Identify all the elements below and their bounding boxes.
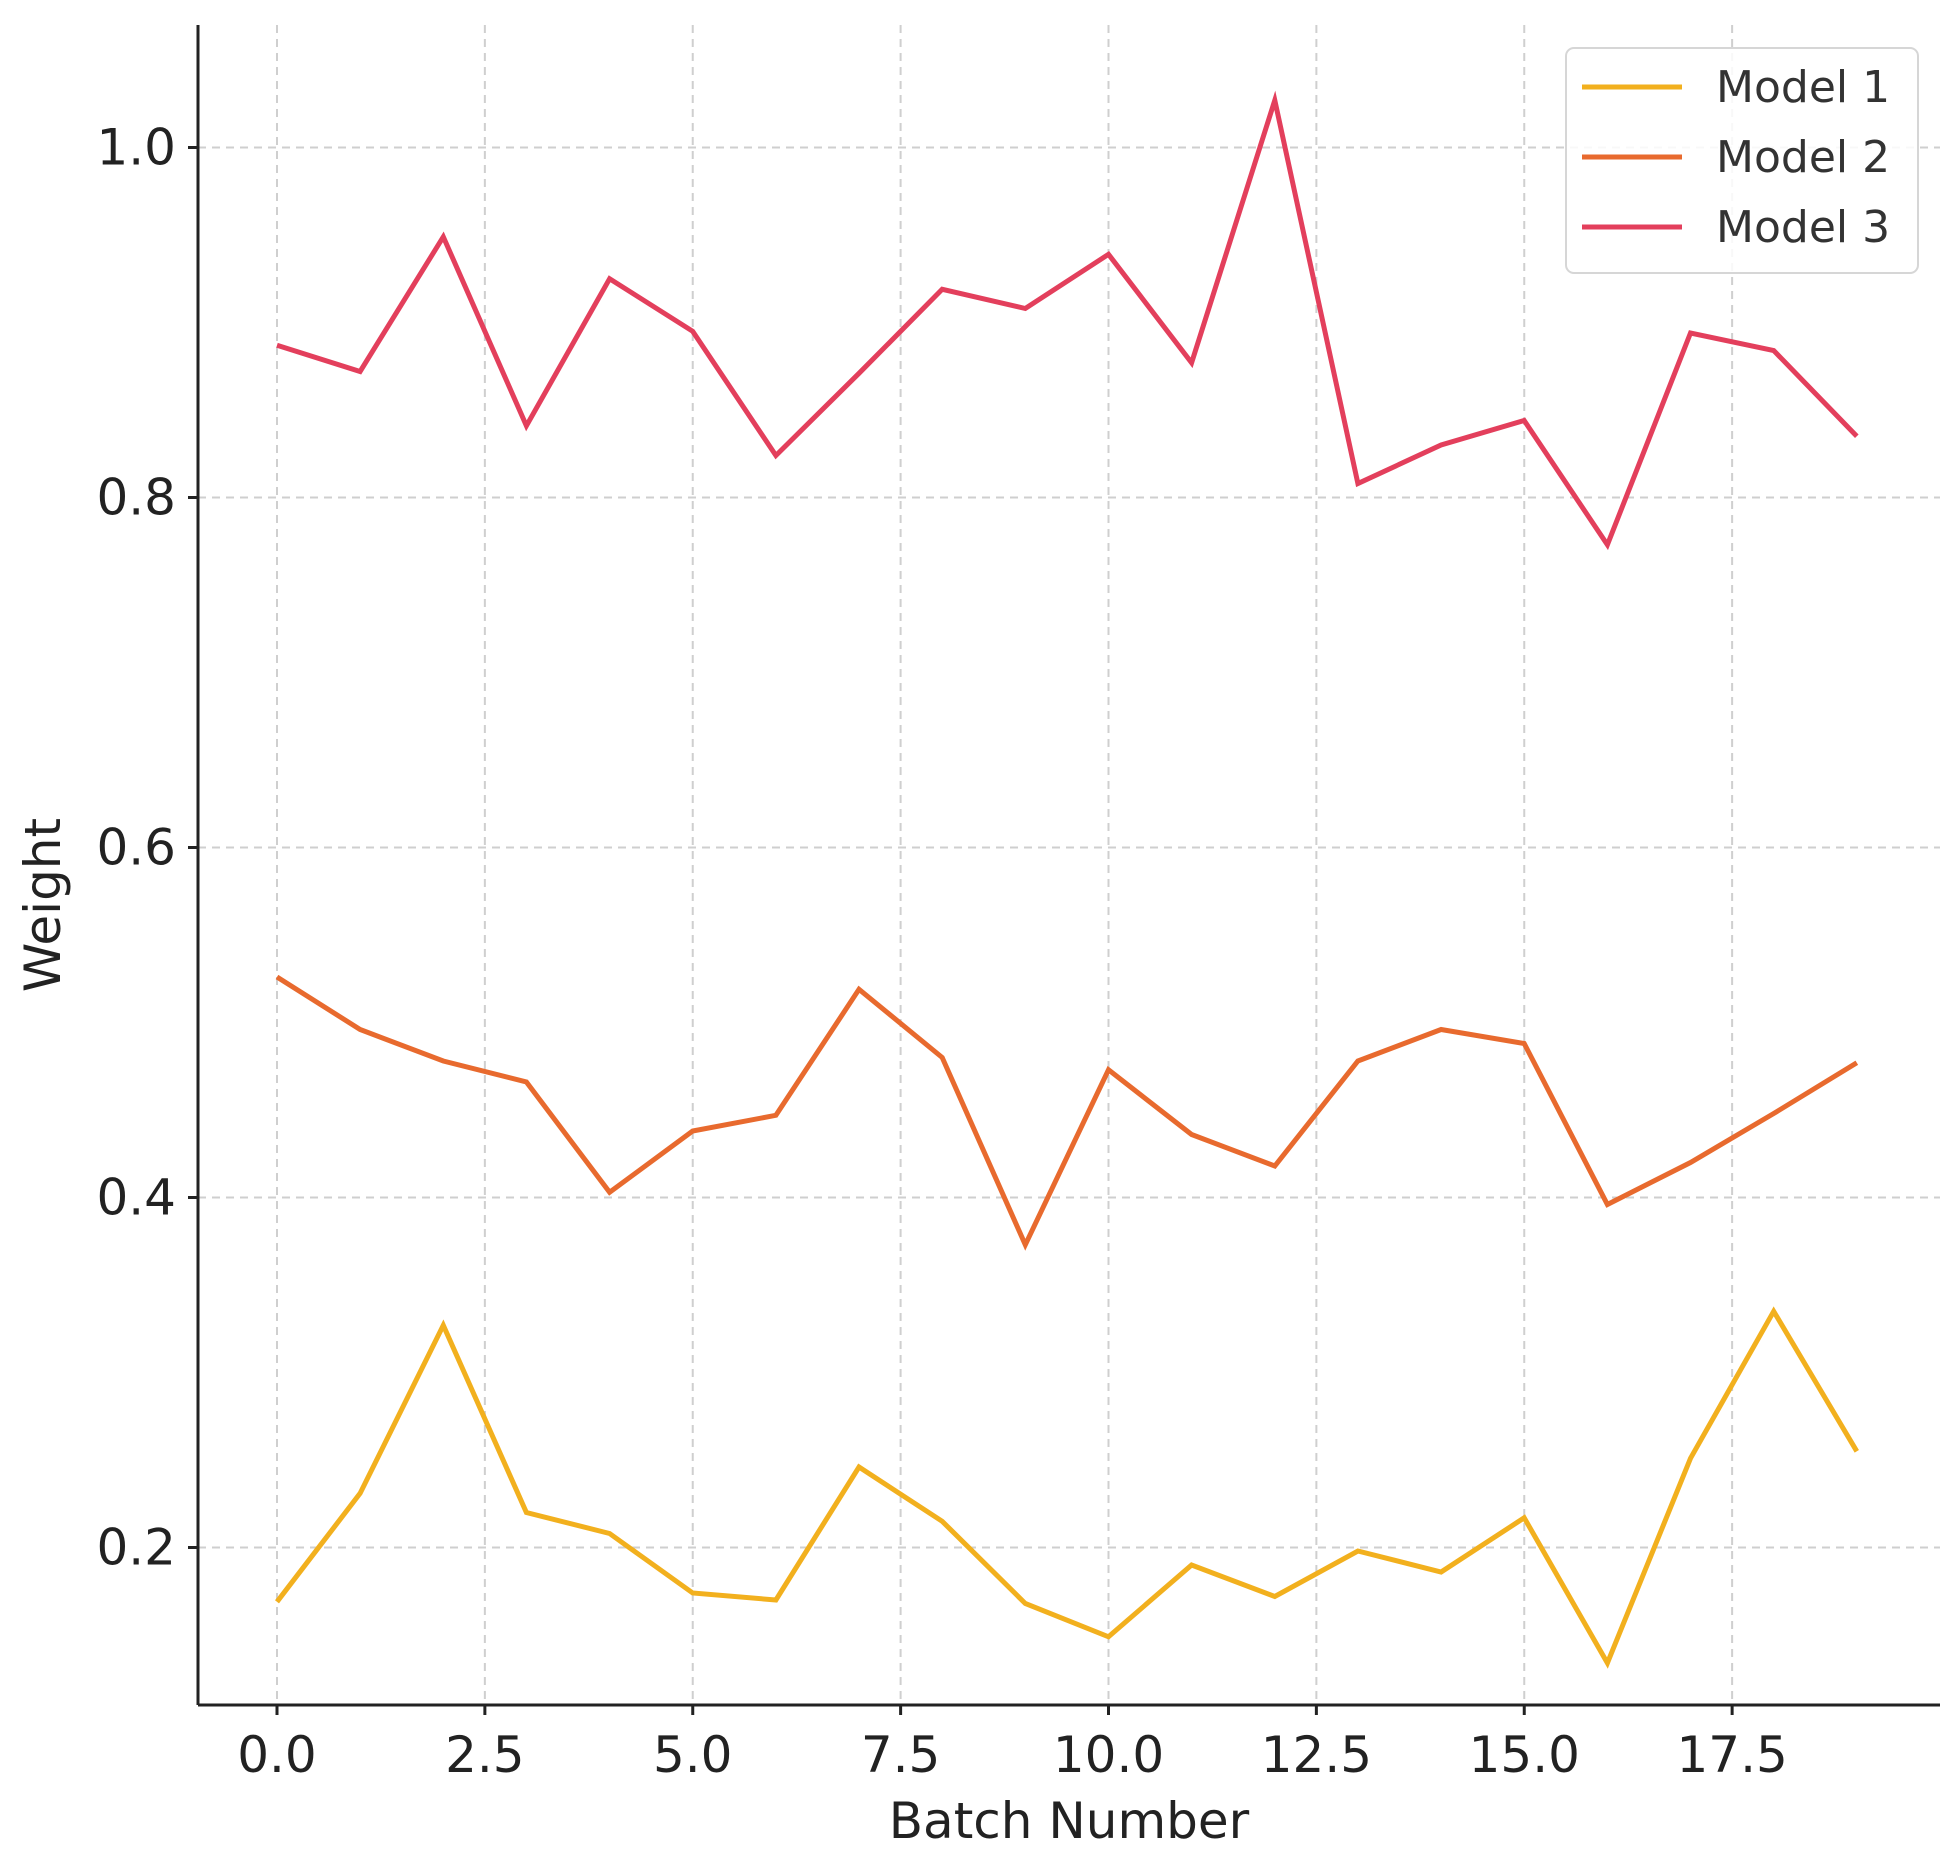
y-axis-label: Weight bbox=[14, 818, 72, 992]
series-line-model-3 bbox=[276, 90, 1859, 551]
y-tick-label-0: 0.2 bbox=[96, 1519, 176, 1577]
y-axis-ticks: 0.2 0.4 0.6 0.8 1.0 bbox=[96, 119, 198, 1577]
y-tick-label-3: 0.8 bbox=[96, 469, 176, 527]
x-axis-ticks: 0.0 2.5 5.0 7.5 10.0 12.5 15.0 17.5 bbox=[237, 1705, 1788, 1784]
legend-frame bbox=[1565, 47, 1919, 274]
x-tick-label-0: 0.0 bbox=[237, 1726, 317, 1784]
x-tick-label-3: 7.5 bbox=[861, 1726, 941, 1784]
x-tick-label-1: 2.5 bbox=[445, 1726, 525, 1784]
x-tick-label-2: 5.0 bbox=[653, 1726, 733, 1784]
x-gridlines bbox=[275, 25, 1734, 1705]
y-tick-label-4: 1.0 bbox=[96, 119, 176, 177]
x-axis-label: Batch Number bbox=[889, 1792, 1250, 1850]
series-line-model-2 bbox=[275, 974, 1859, 1251]
y-gridlines bbox=[198, 146, 1940, 1549]
y-tick-label-1: 0.4 bbox=[96, 1169, 176, 1227]
legend-label-model-3: Model 3 bbox=[1716, 202, 1890, 253]
x-tick-label-7: 17.5 bbox=[1676, 1726, 1787, 1784]
x-tick-label-5: 12.5 bbox=[1261, 1726, 1372, 1784]
legend-label-model-1: Model 1 bbox=[1716, 62, 1890, 113]
series-line-model-1 bbox=[275, 1306, 1859, 1669]
legend-label-model-2: Model 2 bbox=[1716, 132, 1890, 183]
legend-entries: Model 1 Model 2 Model 3 bbox=[1582, 62, 1890, 253]
legend: Model 1 Model 2 Model 3 bbox=[1565, 47, 1919, 274]
series-lines bbox=[275, 90, 1859, 1669]
x-tick-label-6: 15.0 bbox=[1469, 1726, 1580, 1784]
x-tick-label-4: 10.0 bbox=[1053, 1726, 1164, 1784]
y-tick-label-2: 0.6 bbox=[96, 819, 176, 877]
